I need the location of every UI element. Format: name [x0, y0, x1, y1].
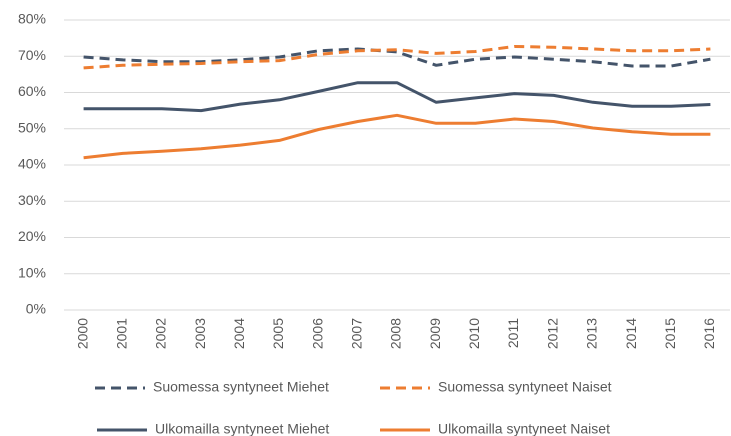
legend-label: Ulkomailla syntyneet Naiset	[438, 421, 610, 436]
x-tick-label: 2014	[623, 318, 639, 349]
x-tick-label: 2003	[192, 318, 208, 349]
x-tick-label: 2009	[427, 318, 443, 349]
series-line	[83, 113, 711, 160]
x-tick-label: 2013	[584, 318, 600, 349]
y-tick-label: 70%	[18, 47, 46, 63]
legend-label: Suomessa syntyneet Miehet	[153, 379, 329, 395]
x-tick-label: 2008	[388, 318, 404, 349]
y-tick-label: 0%	[26, 301, 46, 317]
x-tick-label: 2011	[505, 318, 521, 348]
x-tick-label: 2000	[74, 318, 90, 349]
y-tick-label: 40%	[18, 156, 46, 172]
series-line	[83, 47, 711, 68]
x-tick-label: 2006	[309, 318, 325, 349]
y-tick-label: 80%	[18, 11, 46, 27]
y-tick-label: 50%	[18, 119, 46, 135]
x-tick-label: 2004	[231, 318, 247, 349]
legend-label: Suomessa syntyneet Naiset	[438, 379, 612, 395]
y-tick-label: 20%	[18, 228, 46, 244]
x-tick-label: 2005	[270, 318, 286, 349]
x-tick-label: 2007	[349, 318, 365, 349]
series-line	[83, 81, 711, 113]
x-tick-label: 2015	[662, 318, 678, 349]
x-tick-label: 2001	[113, 318, 129, 349]
x-tick-label: 2002	[153, 318, 169, 349]
y-tick-label: 60%	[18, 83, 46, 99]
legend-label: Ulkomailla syntyneet Miehet	[155, 421, 329, 436]
y-tick-label: 30%	[18, 192, 46, 208]
x-tick-label: 2010	[466, 318, 482, 349]
x-tick-label: 2016	[701, 318, 717, 349]
x-tick-label: 2012	[544, 318, 560, 349]
y-tick-label: 10%	[18, 264, 46, 280]
series-line	[83, 45, 711, 70]
